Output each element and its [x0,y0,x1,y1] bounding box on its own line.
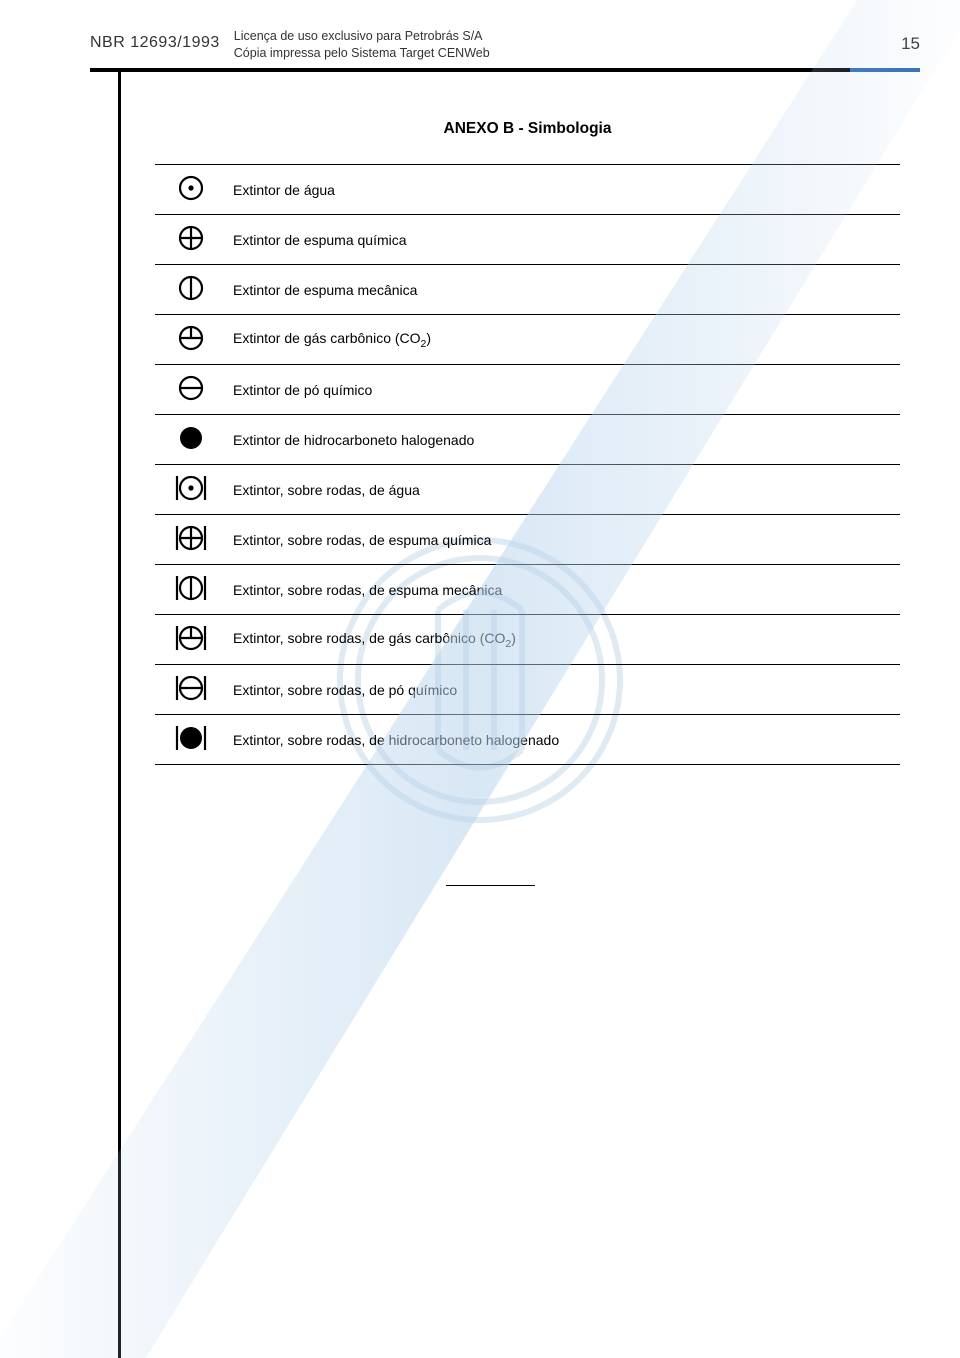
page-number: 15 [901,34,920,54]
symbol-description: Extintor de espuma mecânica [227,265,900,315]
symbol-icon-wheels-circle-dot [155,465,227,515]
content-area: ANEXO B - Simbologia Extintor de água Ex… [155,120,900,886]
symbol-icon-circle-cross [155,215,227,265]
symbol-icon-wheels-circle-vline [155,565,227,615]
symbol-icon-wheels-circle-solid [155,715,227,765]
symbol-row: Extintor de água [155,165,900,215]
license-text: Licença de uso exclusivo para Petrobrás … [234,28,901,62]
symbol-row: Extintor de espuma química [155,215,900,265]
symbol-description: Extintor de espuma química [227,215,900,265]
symbol-icon-circle-solid [155,415,227,465]
symbol-description: Extintor, sobre rodas, de hidrocarboneto… [227,715,900,765]
header-rule [90,68,920,72]
symbol-description: Extintor, sobre rodas, de espuma química [227,515,900,565]
symbol-table: Extintor de água Extintor de espuma quím… [155,164,900,765]
symbol-row: Extintor de espuma mecânica [155,265,900,315]
symbol-description: Extintor, sobre rodas, de pó químico [227,665,900,715]
symbol-row: Extintor, sobre rodas, de espuma mecânic… [155,565,900,615]
document-id: NBR 12693/1993 [90,34,220,52]
symbol-row: Extintor, sobre rodas, de espuma química [155,515,900,565]
symbol-row: Extintor de gás carbônico (CO2) [155,315,900,365]
symbol-row: Extintor, sobre rodas, de gás carbônico … [155,615,900,665]
symbol-icon-wheels-circle-hline [155,665,227,715]
symbol-description: Extintor de pó químico [227,365,900,415]
symbol-row: Extintor, sobre rodas, de água [155,465,900,515]
symbol-description: Extintor, sobre rodas, de gás carbônico … [227,615,900,665]
symbol-row: Extintor de pó químico [155,365,900,415]
symbol-row: Extintor, sobre rodas, de pó químico [155,665,900,715]
symbol-description: Extintor, sobre rodas, de espuma mecânic… [227,565,900,615]
symbol-row: Extintor de hidrocarboneto halogenado [155,415,900,465]
symbol-icon-circle-vline [155,265,227,315]
symbol-description: Extintor, sobre rodas, de água [227,465,900,515]
stray-underline [446,885,535,886]
symbol-icon-wheels-circle-cross [155,515,227,565]
symbol-icon-wheels-circle-t-up [155,615,227,665]
symbol-description: Extintor de gás carbônico (CO2) [227,315,900,365]
license-line-2: Cópia impressa pelo Sistema Target CENWe… [234,45,901,62]
annex-title: ANEXO B - Simbologia [155,120,900,138]
symbol-row: Extintor, sobre rodas, de hidrocarboneto… [155,715,900,765]
license-line-1: Licença de uso exclusivo para Petrobrás … [234,28,901,45]
symbol-description: Extintor de água [227,165,900,215]
symbol-description: Extintor de hidrocarboneto halogenado [227,415,900,465]
symbol-icon-circle-dot [155,165,227,215]
symbol-icon-circle-hline [155,365,227,415]
left-margin-rule [118,68,121,1358]
symbol-icon-circle-t-up [155,315,227,365]
page-header: NBR 12693/1993 Licença de uso exclusivo … [90,28,920,62]
